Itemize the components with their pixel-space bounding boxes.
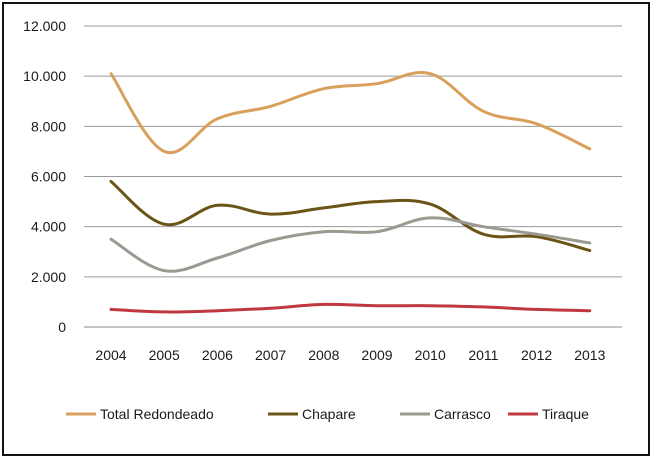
x-tick-label: 2012 <box>521 347 552 363</box>
x-tick-label: 2005 <box>149 347 180 363</box>
legend-label-carrasco: Carrasco <box>434 406 491 422</box>
series-line-total-redondeado <box>109 71 592 155</box>
x-tick-label: 2010 <box>415 347 446 363</box>
series-line-carrasco <box>109 216 592 273</box>
y-tick-label: 6.000 <box>31 169 66 185</box>
x-tick-label: 2009 <box>361 347 392 363</box>
x-tick-label: 2013 <box>574 347 605 363</box>
series-lines <box>109 71 592 314</box>
x-tick-label: 2006 <box>202 347 233 363</box>
y-axis-tick-labels: 0 2.000 4.000 6.000 8.000 10.000 12.000 <box>23 18 66 335</box>
y-tick-label: 8.000 <box>31 118 66 134</box>
chart-frame <box>2 2 650 456</box>
y-tick-label: 12.000 <box>23 18 66 34</box>
x-tick-label: 2004 <box>95 347 126 363</box>
x-tick-label: 2011 <box>468 347 498 363</box>
y-tick-label: 10.000 <box>23 68 66 84</box>
series-line-chapare <box>109 180 592 252</box>
y-tick-label: 4.000 <box>31 219 66 235</box>
x-tick-label: 2008 <box>308 347 339 363</box>
series-line-tiraque <box>109 302 592 314</box>
y-tick-label: 2.000 <box>31 269 66 285</box>
legend-label-tiraque: Tiraque <box>542 406 589 422</box>
legend: Total Redondeado Chapare Carrasco Tiraque <box>66 406 589 422</box>
grid-lines <box>84 25 622 328</box>
x-axis-tick-labels: 2004 2005 2006 2007 2008 2009 2010 2011 2012 2013 <box>95 347 605 363</box>
legend-label-chapare: Chapare <box>302 406 356 422</box>
y-tick-label: 0 <box>58 319 66 335</box>
legend-label-total-redondeado: Total Redondeado <box>100 406 214 422</box>
x-tick-label: 2007 <box>255 347 286 363</box>
